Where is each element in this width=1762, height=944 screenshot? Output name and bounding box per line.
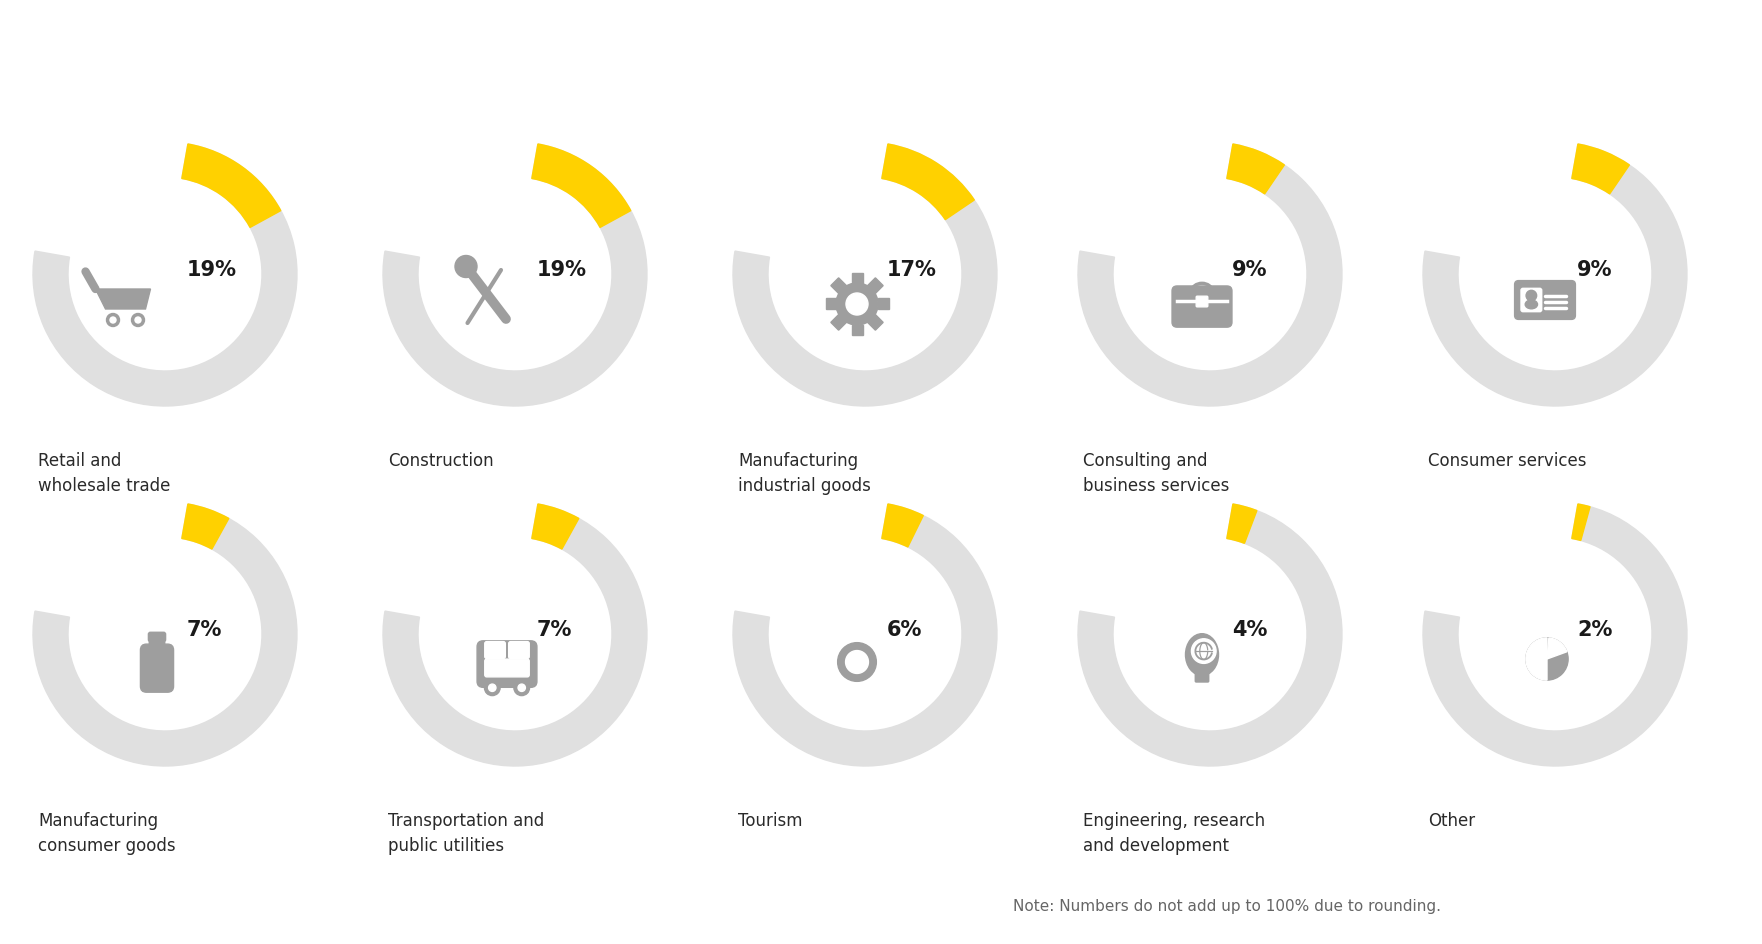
Bar	[832, 278, 846, 295]
Wedge shape	[1547, 638, 1566, 659]
Text: Consumer services: Consumer services	[1427, 451, 1586, 469]
Wedge shape	[1572, 144, 1630, 194]
FancyBboxPatch shape	[1521, 289, 1542, 312]
Circle shape	[488, 684, 495, 692]
Text: 19%: 19%	[187, 260, 238, 279]
Text: Construction: Construction	[388, 451, 493, 469]
Circle shape	[518, 684, 525, 692]
Polygon shape	[95, 290, 150, 310]
Wedge shape	[1424, 504, 1686, 767]
Text: Tourism: Tourism	[738, 811, 802, 829]
FancyBboxPatch shape	[1172, 287, 1232, 328]
Wedge shape	[532, 144, 631, 228]
Text: 4%: 4%	[1232, 619, 1267, 639]
Circle shape	[132, 314, 144, 328]
Wedge shape	[1424, 144, 1686, 407]
Circle shape	[106, 314, 120, 328]
Ellipse shape	[1526, 301, 1538, 310]
Circle shape	[846, 650, 869, 674]
Ellipse shape	[1186, 634, 1219, 676]
Wedge shape	[33, 144, 298, 407]
Circle shape	[835, 284, 877, 326]
Circle shape	[136, 318, 141, 324]
Circle shape	[109, 318, 116, 324]
Circle shape	[846, 294, 869, 315]
Text: 2%: 2%	[1577, 619, 1612, 639]
Text: Manufacturing
consumer goods: Manufacturing consumer goods	[39, 811, 176, 854]
Wedge shape	[181, 504, 229, 549]
Circle shape	[485, 681, 500, 696]
FancyBboxPatch shape	[1196, 296, 1207, 308]
Bar	[832, 315, 846, 330]
Text: 17%: 17%	[886, 260, 937, 279]
Wedge shape	[1226, 504, 1256, 544]
Wedge shape	[1526, 638, 1547, 681]
FancyBboxPatch shape	[485, 642, 506, 659]
Bar	[867, 278, 883, 295]
Wedge shape	[1078, 504, 1343, 767]
FancyBboxPatch shape	[148, 632, 166, 642]
Wedge shape	[532, 504, 578, 549]
Wedge shape	[881, 144, 974, 220]
Text: 9%: 9%	[1577, 260, 1612, 279]
Text: Retail and
wholesale trade: Retail and wholesale trade	[39, 451, 171, 495]
Wedge shape	[881, 504, 923, 548]
FancyBboxPatch shape	[509, 642, 529, 659]
Text: 7%: 7%	[537, 619, 573, 639]
FancyBboxPatch shape	[141, 645, 174, 693]
Bar	[867, 315, 883, 330]
Bar	[851, 273, 863, 284]
Text: 6%: 6%	[886, 619, 922, 639]
Wedge shape	[1572, 504, 1589, 541]
Text: Note: Numbers do not add up to 100% due to rounding.: Note: Numbers do not add up to 100% due …	[1013, 899, 1441, 914]
Circle shape	[837, 643, 876, 682]
Text: 9%: 9%	[1232, 260, 1267, 279]
Wedge shape	[1078, 144, 1343, 407]
Text: Engineering, research
and development: Engineering, research and development	[1084, 811, 1265, 854]
Bar	[826, 299, 837, 311]
Wedge shape	[33, 504, 298, 767]
Text: 19%: 19%	[537, 260, 587, 279]
FancyBboxPatch shape	[1515, 281, 1575, 320]
Wedge shape	[1226, 144, 1284, 194]
Circle shape	[1526, 291, 1536, 301]
Circle shape	[1526, 638, 1568, 681]
FancyBboxPatch shape	[150, 638, 164, 652]
Text: Other: Other	[1427, 811, 1475, 829]
Bar	[877, 299, 888, 311]
Wedge shape	[181, 144, 280, 228]
FancyBboxPatch shape	[485, 659, 529, 677]
Wedge shape	[733, 504, 997, 767]
Text: Transportation and
public utilities: Transportation and public utilities	[388, 811, 544, 854]
Text: Manufacturing
industrial goods: Manufacturing industrial goods	[738, 451, 870, 495]
Circle shape	[1191, 639, 1216, 664]
Wedge shape	[382, 504, 647, 767]
FancyBboxPatch shape	[1195, 669, 1209, 683]
Text: Consulting and
business services: Consulting and business services	[1084, 451, 1230, 495]
Text: 7%: 7%	[187, 619, 222, 639]
Bar	[851, 325, 863, 336]
Circle shape	[455, 256, 478, 278]
Wedge shape	[733, 144, 997, 407]
FancyBboxPatch shape	[478, 641, 537, 687]
Wedge shape	[382, 144, 647, 407]
Circle shape	[515, 681, 530, 696]
